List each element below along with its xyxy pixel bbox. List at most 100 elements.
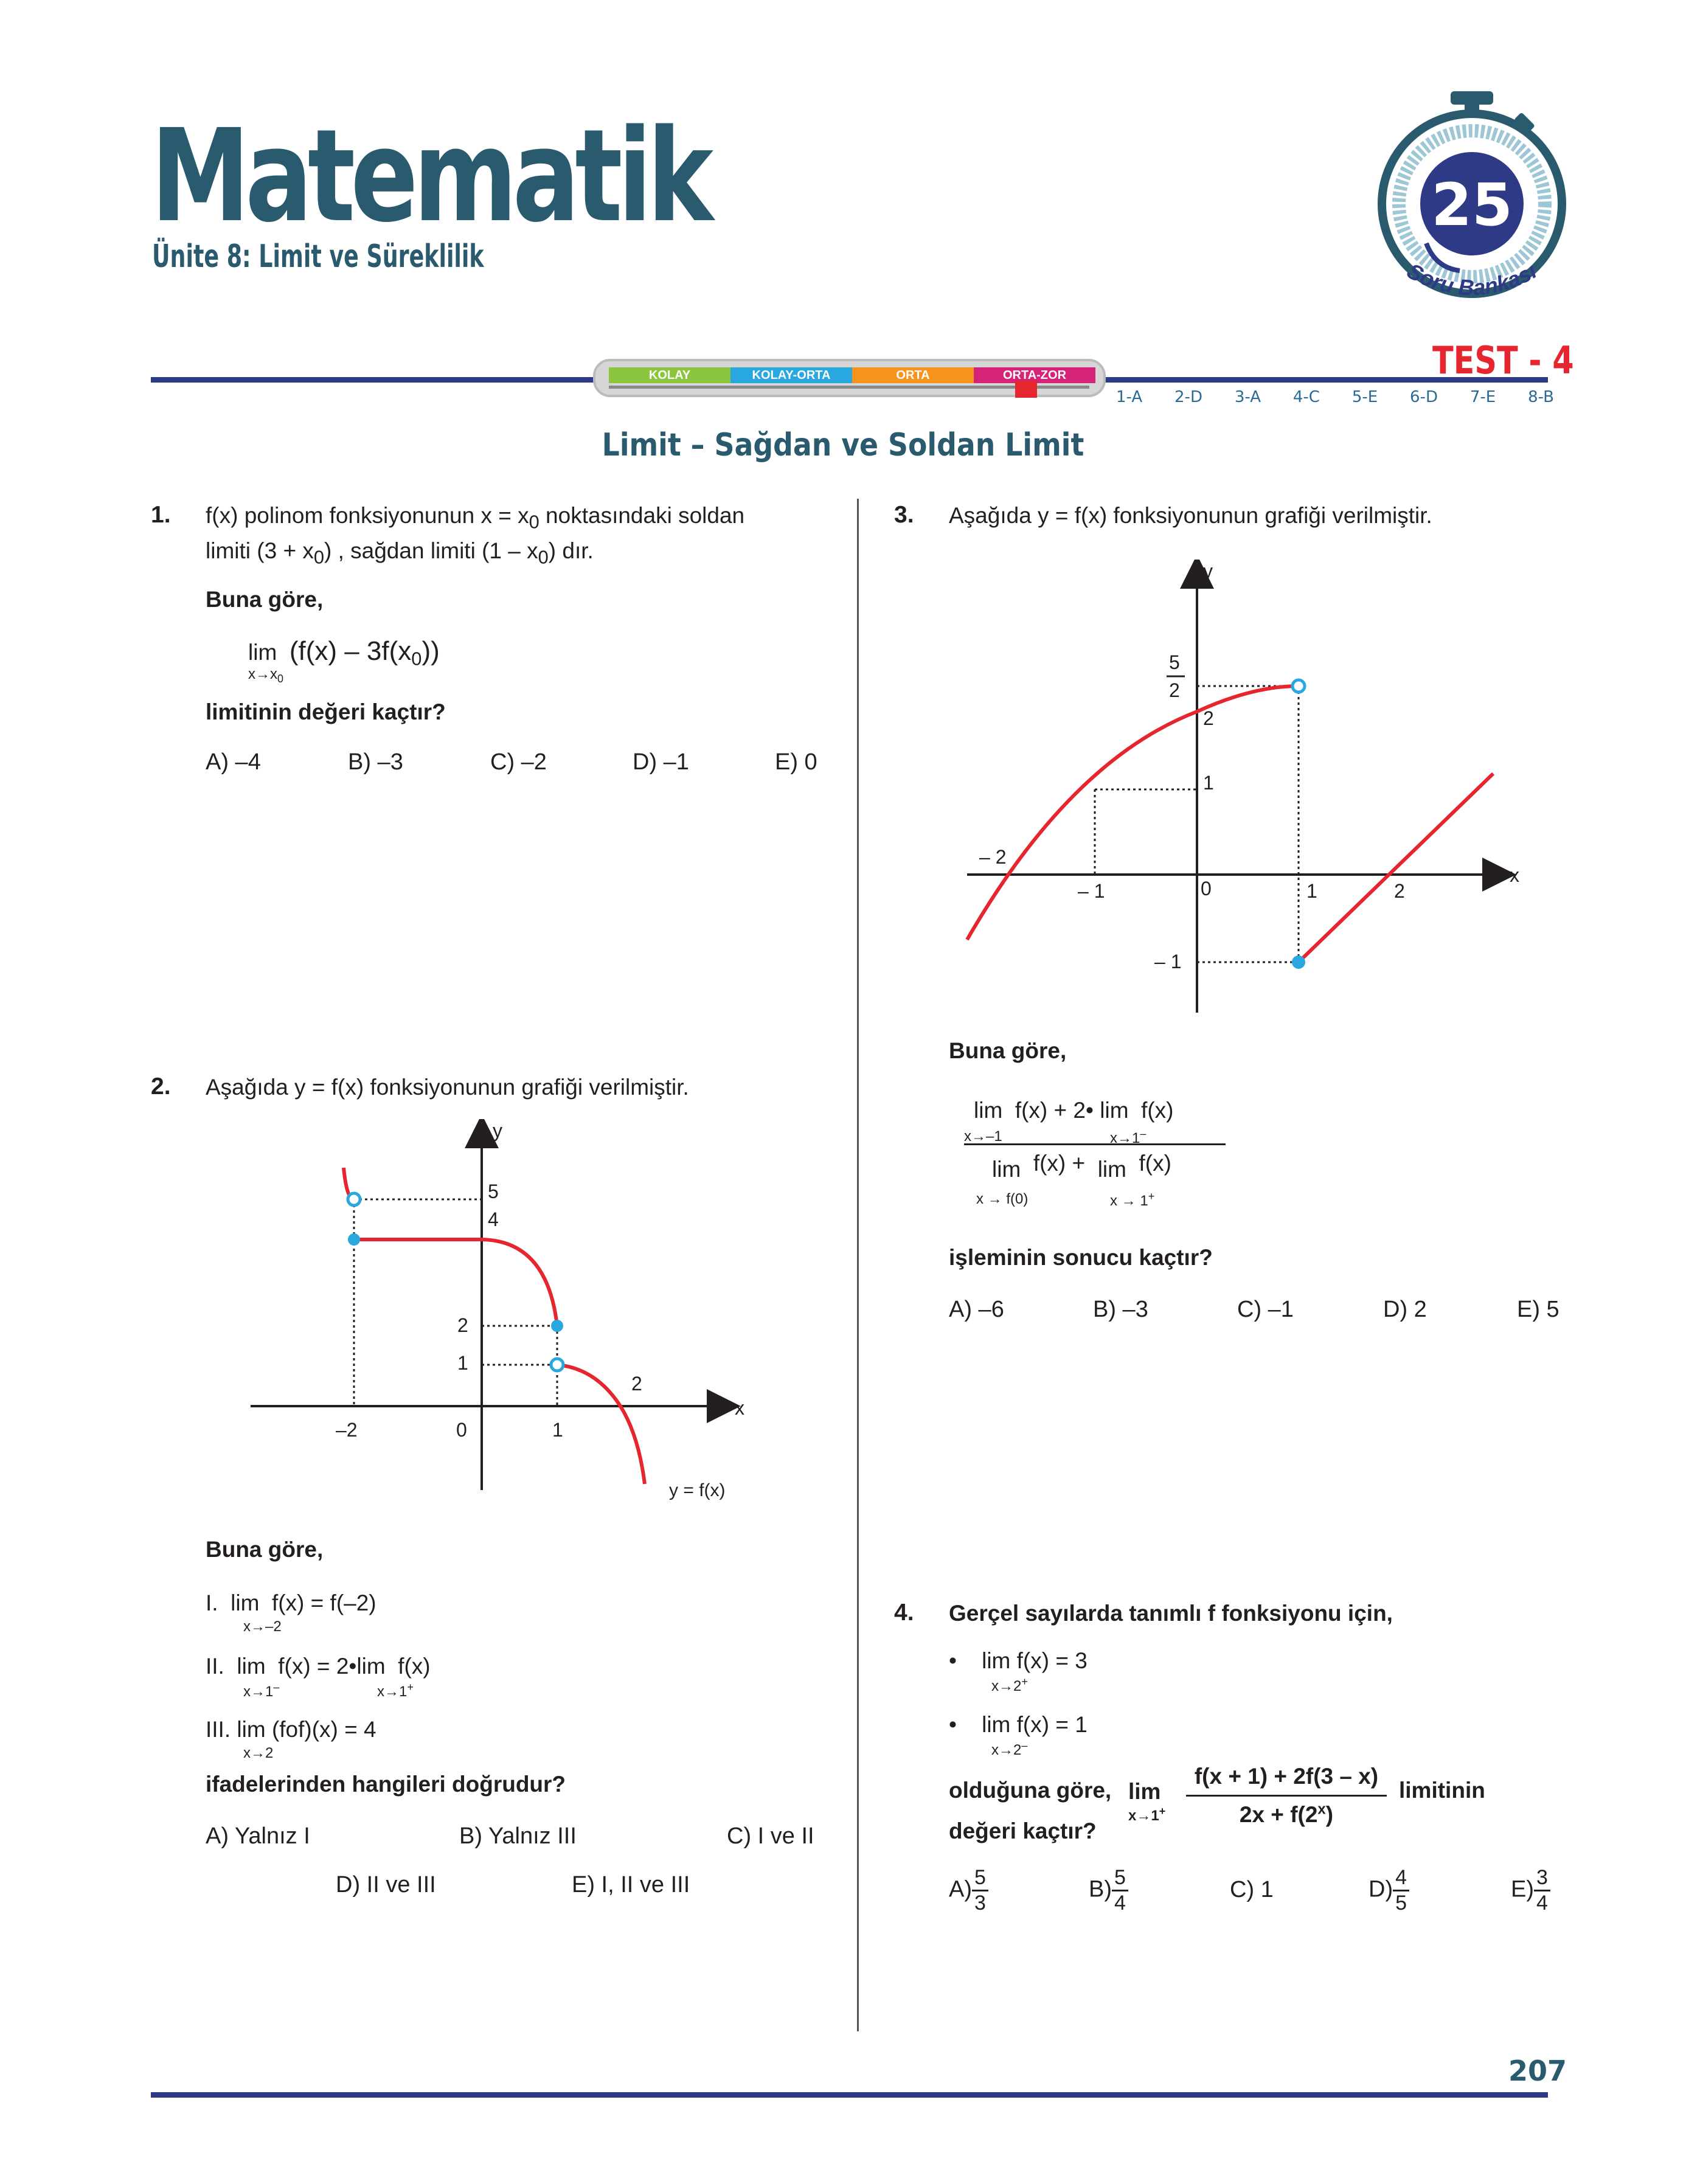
q3-label-origin: 0 [1201,878,1212,900]
q2-open-point [549,1357,565,1373]
q3-choice-b[interactable]: B) –3 [1093,1297,1148,1322]
q2-choice-d[interactable]: D) II ve III [336,1872,436,1898]
q2-statement-3: III. lim (fof)(x) = 4 x→2 [206,1717,376,1761]
q2-label-y1: 1 [457,1352,468,1374]
q4-choice-d[interactable]: D) 4 5 [1369,1866,1410,1915]
q3-lead: Buna göre, [949,1038,1067,1063]
q4-number: 4. [894,1600,914,1626]
q4-condition-2: • lim f(x) = 1 x→2– [949,1712,1088,1758]
q4-limit-fraction: f(x + 1) + 2f(3 – x) 2x + f(2x) [1186,1761,1387,1831]
stopwatch-badge-icon: 25 Soru Bankası [1378,91,1566,300]
q3-label-x: x [1510,864,1519,886]
q3-fraction: lim f(x) + 2• lim f(x) x→–1 x→1– lim f(x… [964,1095,1226,1209]
difficulty-orta: ORTA [852,367,974,383]
answer-key: 8-B [1528,388,1554,406]
q2-label-x1: 1 [552,1419,563,1441]
q1-choice-c[interactable]: C) –2 [490,749,547,775]
q1-choice-b[interactable]: B) –3 [348,749,403,775]
q3-curve-left [965,684,1299,941]
q4-choice-e[interactable]: E) 3 4 [1511,1866,1550,1915]
header-rule-right [1095,377,1548,383]
test-label: TEST - 4 [1432,338,1574,383]
answer-key-row: 1-A 2-D 3-A 4-C 5-E 6-D 7-E 8-B [1116,388,1554,406]
q1-choice-a[interactable]: A) –4 [206,749,261,775]
q2-lead: Buna göre, [206,1537,324,1562]
answer-key: 3-A [1234,388,1261,406]
difficulty-kolay-orta: KOLAY-ORTA [730,367,852,383]
q4-choice-b[interactable]: B) 5 4 [1089,1866,1128,1915]
unit-subtitle: Ünite 8: Limit ve Süreklilik [152,238,484,275]
q2-choice-a[interactable]: A) Yalnız I [206,1823,310,1849]
page-number: 207 [1508,2054,1567,2087]
q3-label-xm1: – 1 [1078,880,1105,902]
q2-label-x: x [735,1397,744,1419]
q2-choice-e[interactable]: E) I, II ve III [572,1872,690,1898]
q4-choice-a[interactable]: A) 5 3 [949,1866,988,1915]
q2-statement-2: II. lim f(x) = 2•lim f(x) x→1– x→1+ [206,1654,431,1700]
q4-limit: lim x→1+ [1128,1779,1166,1824]
subject-title: Matematik [151,102,713,251]
header-rule-left [151,377,595,383]
section-title: Limit – Sağdan ve Soldan Limit [602,427,1084,463]
q3-denominator: lim f(x) + lim f(x) x → f(0) x → 1+ [976,1151,1171,1209]
q2-statement-1: I. lim f(x) = f(–2) x→–2 [206,1590,376,1635]
answer-key: 7-E [1469,388,1496,406]
q3-line-right [1297,772,1495,964]
answer-key: 6-D [1410,388,1438,406]
q2-closed-point [551,1320,563,1332]
answer-key: 4-C [1292,388,1320,406]
q1-choice-e[interactable]: E) 0 [775,749,817,775]
q3-label-x1: 1 [1306,880,1317,902]
difficulty-bar: KOLAY KOLAY-ORTA ORTA ORTA-ZOR [593,359,1106,398]
answer-key: 2-D [1174,388,1202,406]
q2-question: ifadelerinden hangileri doğrudur? [206,1772,566,1797]
q1-text: f(x) polinom fonksiyonunun x = x0 noktas… [206,503,745,567]
answer-key: 1-A [1116,388,1143,406]
q4-choice-c[interactable]: C) 1 [1230,1877,1274,1902]
answer-key: 5-E [1351,388,1378,406]
q3-label-y1: 1 [1203,772,1214,794]
q3-choice-c[interactable]: C) –1 [1237,1297,1294,1322]
q3-label-5over2-den: 2 [1169,679,1180,701]
q3-closed-point [1292,955,1305,969]
q2-closed-point [348,1233,360,1246]
q2-label-xm2: –2 [336,1419,358,1441]
q2-choice-b[interactable]: B) Yalnız III [459,1823,577,1849]
q3-label-x2: 2 [1394,880,1405,902]
q2-open-point [346,1191,362,1207]
q2-choice-c[interactable]: C) I ve II [727,1823,814,1849]
q2-label-y4: 4 [488,1208,499,1230]
q4-question-a: olduğuna göre, [949,1778,1112,1803]
q2-number: 2. [151,1073,171,1100]
difficulty-marker [1015,381,1037,398]
q3-choice-a[interactable]: A) –6 [949,1297,1004,1322]
q2-text: Aşağıda y = f(x) fonksiyonunun grafiği v… [206,1075,689,1100]
badge-number: 25 [1431,171,1513,239]
footer-rule [151,2092,1548,2098]
column-divider [857,499,859,2031]
q2-curve-branch2 [353,1238,559,1326]
q3-label-xm2: – 2 [979,846,1006,868]
q3-choice-d[interactable]: D) 2 [1383,1297,1427,1322]
q1-lead: Buna göre, [206,587,324,612]
q3-label-y2: 2 [1203,707,1214,729]
q3-numerator: lim f(x) + 2• lim f(x) x→–1 x→1– [964,1098,1174,1146]
q3-open-point [1291,678,1306,694]
q2-label-curve: y = f(x) [669,1480,726,1500]
q2-label-x2: 2 [631,1373,642,1395]
q2-label-origin: 0 [456,1419,467,1441]
q2-graph: y x 5 4 2 1 –2 0 1 2 y = f(x) [251,1119,744,1500]
q3-question: işleminin sonucu kaçtır? [949,1245,1213,1270]
q2-label-y2: 2 [457,1314,468,1336]
q4-question-b: limitinin [1399,1778,1485,1803]
q3-choice-e[interactable]: E) 5 [1517,1297,1559,1322]
q4-question-c: değeri kaçtır? [949,1818,1097,1843]
q1-choice-d[interactable]: D) –1 [633,749,689,775]
q3-label-5over2-num: 5 [1169,651,1180,673]
q1-limit-expression: lim (f(x) – 3f(x0)) x→x0 [248,636,440,685]
q3-label-y: y [1203,560,1213,582]
q2-curve-branch3 [557,1363,647,1485]
q3-graph: y x 5 2 2 1 – 1 – 2 – 1 0 1 2 [965,560,1519,1013]
difficulty-orta-zor: ORTA-ZOR [974,367,1095,383]
q4-condition-1: • lim f(x) = 3 x→2+ [949,1648,1088,1694]
